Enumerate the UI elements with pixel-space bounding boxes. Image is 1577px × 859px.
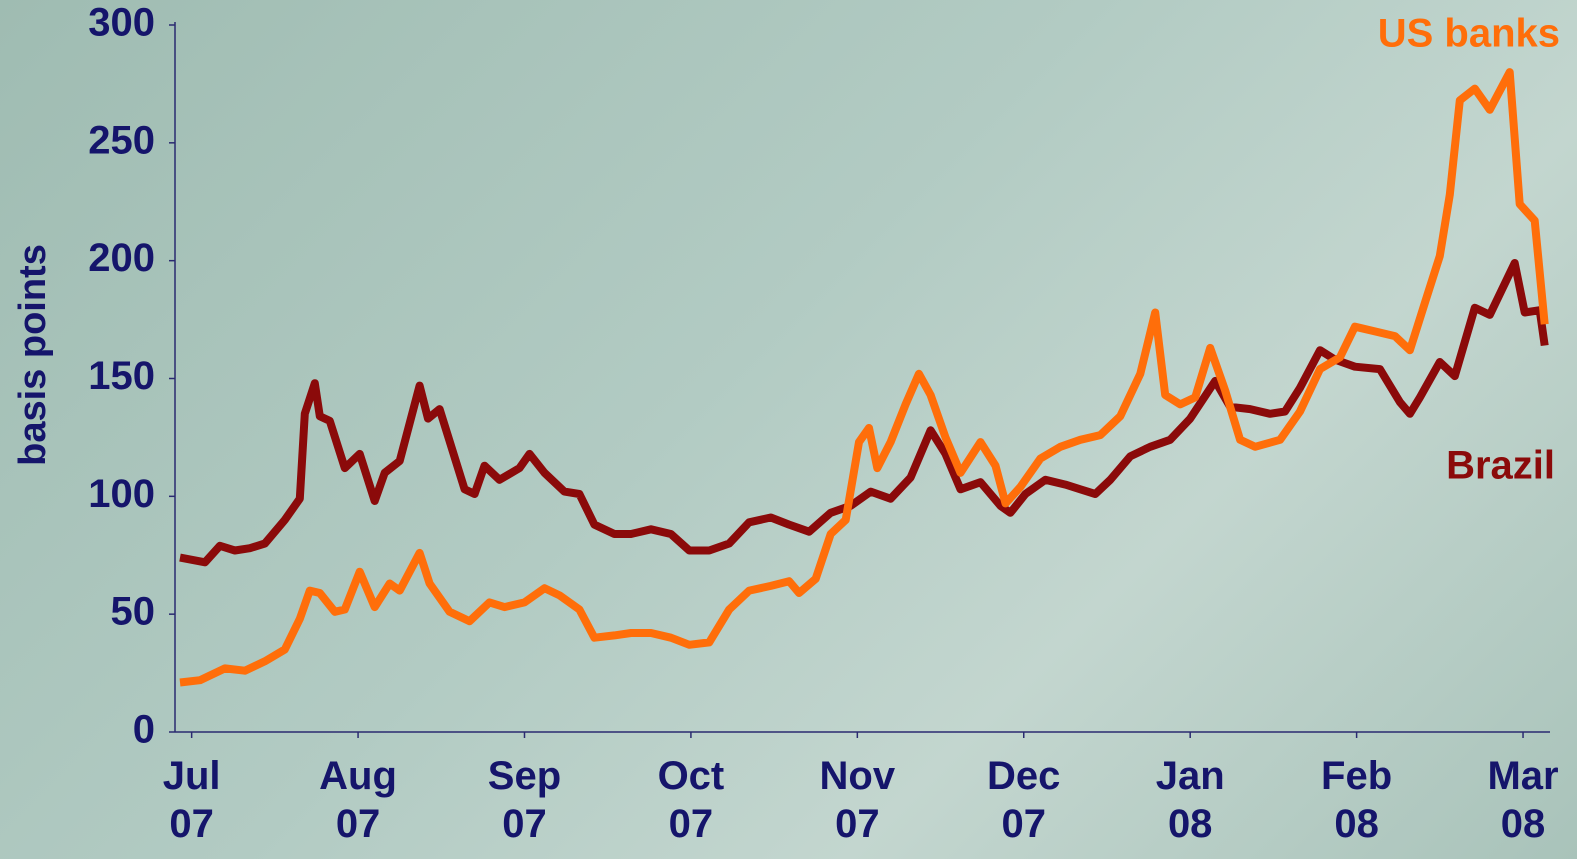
x-tick-label: Jul 07: [132, 752, 252, 848]
x-tick-label: Jan 08: [1130, 752, 1250, 848]
y-tick-label: 200: [88, 236, 155, 280]
x-tick-label: Oct 07: [631, 752, 751, 848]
page: basis points 0 50 100 150 200 250 300 Brazil US …: [0, 0, 1577, 859]
y-tick-label: 50: [111, 590, 156, 634]
x-tick-label: Nov 07: [797, 752, 917, 848]
line-series: [180, 72, 1545, 682]
line-series: [180, 263, 1545, 562]
series-label: Brazil: [1446, 444, 1555, 488]
x-tick-label: Feb 08: [1297, 752, 1417, 848]
y-tick-label: 250: [88, 118, 155, 162]
x-tick-label: Mar 08: [1463, 752, 1577, 848]
y-tick-label: 150: [88, 354, 155, 398]
y-axis-title: basis points: [12, 244, 54, 466]
x-tick-label: Dec 07: [964, 752, 1084, 848]
y-tick-label: 300: [88, 1, 155, 45]
x-tick-label: Aug 07: [298, 752, 418, 848]
x-tick-label: Sep 07: [464, 752, 584, 848]
chart: basis points 0 50 100 150 200 250 300 Brazil US …: [0, 0, 1577, 859]
series-label: US banks: [1378, 12, 1560, 56]
y-tick-label: 100: [88, 472, 155, 516]
y-tick-label: 0: [133, 708, 155, 752]
